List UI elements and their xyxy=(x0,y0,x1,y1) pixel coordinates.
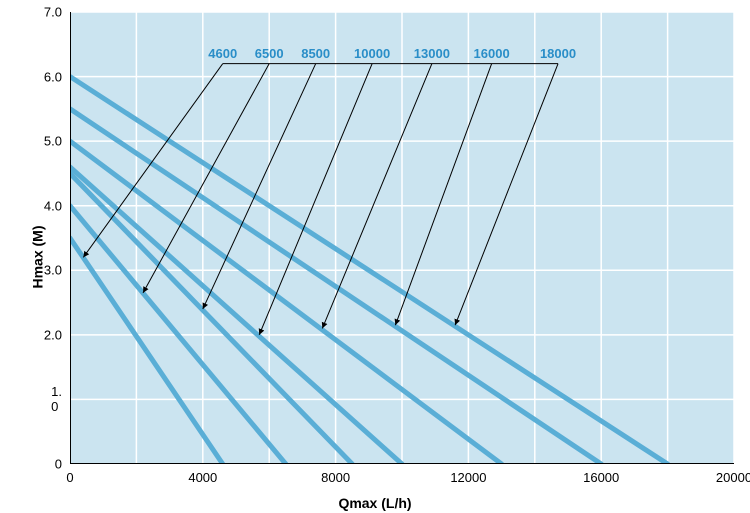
series-label: 4600 xyxy=(208,46,237,61)
y-tick-label: 6.0 xyxy=(44,69,62,84)
plot-area xyxy=(70,12,734,464)
series-label: 6500 xyxy=(255,46,284,61)
series-label: 8500 xyxy=(301,46,330,61)
y-tick-label: 2.0 xyxy=(44,327,62,342)
x-tick-label: 8000 xyxy=(321,470,350,485)
series-label: 18000 xyxy=(540,46,576,61)
x-tick-label: 0 xyxy=(66,470,73,485)
x-tick-label: 20000 xyxy=(716,470,750,485)
series-label: 10000 xyxy=(354,46,390,61)
y-tick-label: 7.0 xyxy=(44,5,62,20)
plot-wrap: 01. 02.03.04.05.06.07.004000800012000160… xyxy=(70,12,734,464)
x-axis-label: Qmax (L/h) xyxy=(338,495,411,511)
y-axis-label: Hmax (M) xyxy=(30,225,46,288)
series-label: 16000 xyxy=(474,46,510,61)
y-tick-label: 5.0 xyxy=(44,134,62,149)
y-tick-label: 1. 0 xyxy=(51,384,62,414)
x-tick-label: 12000 xyxy=(450,470,486,485)
series-label: 13000 xyxy=(414,46,450,61)
y-tick-label: 0 xyxy=(55,457,62,472)
y-tick-label: 3.0 xyxy=(44,263,62,278)
y-tick-label: 4.0 xyxy=(44,198,62,213)
x-tick-label: 4000 xyxy=(188,470,217,485)
x-tick-label: 16000 xyxy=(583,470,619,485)
